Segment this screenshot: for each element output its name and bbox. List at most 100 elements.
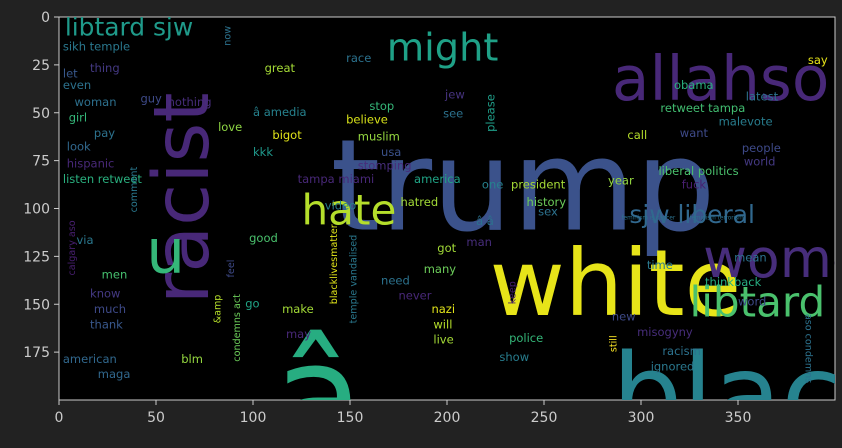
word-woman: woman [75,95,117,109]
word-many: many [424,262,457,276]
word-u: u [146,216,185,287]
word-pay: pay [94,126,115,140]
word-people: people [742,141,781,155]
word-great: great [265,61,296,75]
word-bigot: bigot [272,128,302,142]
word-via: via [76,233,93,247]
word-mean: mean [734,250,767,264]
word-obama: obama [674,78,714,92]
word-usa: usa [381,145,401,159]
word-one: one [482,178,503,192]
x-axis: 0 50 100 150 200 250 300 350 [55,400,751,426]
x-tick-label: 300 [628,410,655,426]
word-thank: thank [90,317,123,331]
word-guy: guy [140,91,162,105]
word-even: even [63,78,91,92]
x-tick-label: 100 [240,410,267,426]
word-feminism-terrorism: feminism terrorism [690,215,745,221]
word-feel: feel [226,260,237,278]
word-thing: thing [90,61,120,75]
word-now: now [222,26,233,46]
word-look: look [67,139,91,153]
word--amedia: â amedia [253,105,307,119]
word-never: never [399,289,432,303]
word-year: year [608,174,634,188]
word-white: white [490,230,742,337]
word-tampa-miami: tampa miami [298,172,375,186]
y-tick-label: 125 [23,249,50,265]
word-calgary-aso: calgary aso [67,220,78,275]
word-will: will [433,317,452,331]
x-tick-label: 150 [337,410,364,426]
x-tick-label: 50 [147,410,165,426]
word-stop: stop [369,99,394,113]
word-race: race [346,51,371,65]
word-hatred: hatred [400,195,438,209]
word-need: need [381,273,410,287]
y-tick-label: 50 [32,106,50,122]
word-believe: believe [346,112,388,126]
word-word: word [738,294,766,308]
word-let: let [63,67,78,81]
word-make: make [282,302,314,316]
plot-area [58,16,836,401]
word-liberal-politics: liberal politics [658,164,738,178]
word-president: president [511,178,566,192]
word-world: world [744,155,776,169]
word-black: black [612,332,842,448]
word-racist: racist [138,92,227,304]
word-comment: comment [129,167,140,213]
word-misogyny: misogyny [637,325,693,339]
word-blm: blm [181,352,203,366]
word-want: want [680,126,709,140]
word-sikh-temple: sikh temple [63,40,130,54]
word--: â [272,311,364,448]
y-tick-label: 150 [23,297,50,313]
word--: â â [476,214,494,228]
word-feminism-is-cancer: feminism is cancer [622,215,676,221]
x-tick-label: 250 [531,410,558,426]
word-ignored: ignored [651,359,695,373]
word-please: please [484,94,498,132]
word-men: men [102,268,128,282]
word-know: know [90,287,120,301]
word-call: call [627,128,647,142]
word-hate: hate [302,185,397,234]
word-maga: maga [98,367,131,381]
word-nazi: nazi [431,302,455,316]
word-show: show [499,350,529,364]
word-say: say [808,53,828,67]
word-new: new [612,310,636,324]
y-tick-label: 100 [23,202,50,218]
word-thinkback: thinkback [705,275,762,289]
word-may: may [286,327,311,341]
word-jew: jew [444,88,465,102]
word-blacklivesmatter: blacklivesmatter [329,224,340,304]
word-listen-retweet: listen retweet [63,172,143,186]
word-time: time [647,258,673,272]
word-muslim: muslim [358,130,400,144]
word-sjw-liberal: sjw liberal [629,200,755,229]
word-see: see [443,107,463,121]
word-stomping: stomping [358,158,412,172]
word-hispanic: hispanic [67,157,115,171]
word-fuck: fuck [682,178,707,192]
word-trump: trump [331,112,716,259]
word-police: police [509,331,543,345]
word-sex: sex [538,204,558,218]
word-racism: racism [662,344,701,358]
word-man: man [466,235,492,249]
y-tick-label: 0 [41,10,50,26]
word-condemns-act: condemns act [232,294,243,362]
word-allahsoil: allahsoil [612,44,842,115]
word-aso-condemns: aso condemns [802,314,813,383]
word-kkk: kkk [253,145,273,159]
word-keep: keep [507,281,518,304]
word-love: love [218,120,242,134]
word-go: go [245,296,259,310]
y-tick-label: 25 [32,58,50,74]
word-libtard-sjw: libtard sjw [65,12,193,41]
word-live: live [433,333,453,347]
x-tick-label: 0 [55,410,64,426]
